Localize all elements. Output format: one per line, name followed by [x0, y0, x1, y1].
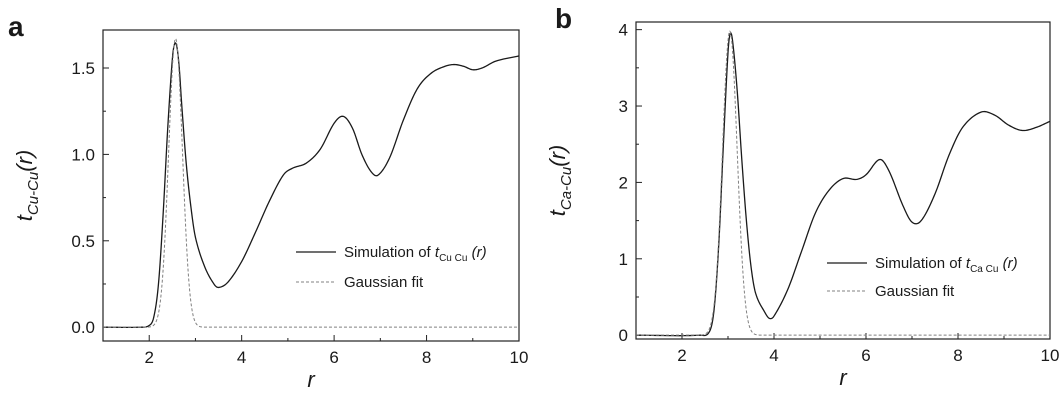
x-tick-label: 8 — [422, 348, 431, 367]
chart-panel-a: a2 4 6 8 100.00.51.01.5rtCu-Cu(r)Simulation … — [8, 11, 528, 392]
x-tick-label: 6 — [861, 346, 870, 365]
legend-label-text: Simulation of — [344, 244, 435, 261]
y-axis-label-subscript: Cu-Cu — [25, 171, 42, 215]
legend-label-gaussian: Gaussian fit — [344, 274, 424, 291]
y-axis-label-main: t — [545, 209, 570, 216]
legend-label-subscript: Ca Cu — [970, 264, 998, 275]
y-tick-label: 2 — [619, 173, 628, 192]
legend-label-simulation: Simulation of tCu Cu (r) — [344, 244, 487, 264]
legend-label-subscript: Cu Cu — [439, 253, 467, 264]
panel-letter: a — [8, 11, 24, 42]
y-axis-label: tCu-Cu(r) — [12, 150, 42, 221]
y-axis-label: tCa-Cu(r) — [545, 145, 575, 216]
x-tick-label: 4 — [237, 348, 246, 367]
plot-frame — [102, 29, 520, 342]
legend-label-text: Simulation of — [875, 255, 966, 272]
x-axis-label: r — [839, 365, 848, 390]
legend-label-gaussian: Gaussian fit — [875, 283, 955, 300]
y-tick-label: 1.5 — [71, 59, 95, 78]
simulation-line — [636, 32, 1050, 337]
y-tick-label: 0.5 — [71, 232, 95, 251]
plot-frame — [635, 21, 1051, 340]
x-tick-label: 8 — [953, 346, 962, 365]
y-tick-label: 0.0 — [71, 318, 95, 337]
y-tick-label: 1 — [619, 250, 628, 269]
x-tick-label: 2 — [144, 348, 153, 367]
gaussian-fit-line — [636, 30, 1050, 336]
x-tick-label: 2 — [677, 346, 686, 365]
legend-label-simulation: Simulation of tCa Cu (r) — [875, 255, 1018, 275]
x-tick-label: 10 — [1041, 346, 1060, 365]
legend-label-t: t — [966, 255, 971, 272]
y-axis-label-subscript: Ca-Cu — [558, 166, 575, 210]
y-axis-label-suffix: (r) — [12, 150, 37, 172]
y-tick-label: 0 — [619, 326, 628, 345]
simulation-line — [103, 42, 519, 329]
x-tick-label: 10 — [510, 348, 529, 367]
x-tick-label: 4 — [769, 346, 778, 365]
legend-label-r: (r) — [998, 255, 1017, 272]
legend-label-r: (r) — [467, 244, 486, 261]
x-tick-label: 6 — [329, 348, 338, 367]
legend-label-t: t — [435, 244, 440, 261]
y-axis-label-suffix: (r) — [545, 145, 570, 167]
y-tick-label: 3 — [619, 97, 628, 116]
x-axis-label: r — [307, 367, 316, 392]
y-tick-label: 4 — [619, 21, 628, 40]
legend-label-text: Gaussian fit — [344, 274, 424, 291]
y-tick-label: 1.0 — [71, 145, 95, 164]
legend-label-text: Gaussian fit — [875, 283, 955, 300]
y-axis-label-main: t — [12, 214, 37, 221]
panel-letter: b — [555, 3, 572, 34]
gaussian-fit-line — [103, 37, 519, 328]
